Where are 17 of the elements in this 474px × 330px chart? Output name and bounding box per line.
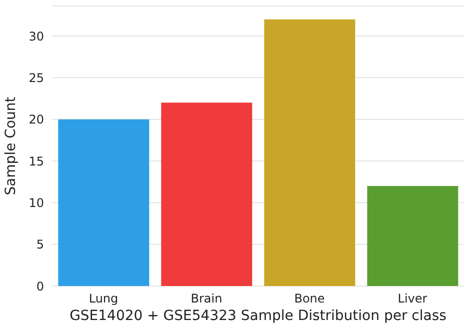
bar [264,19,356,286]
x-tick-label: Bone [294,292,325,306]
x-tick-label: Lung [88,292,118,306]
x-tick-label: Liver [398,292,428,306]
x-tick-label: Brain [190,292,222,306]
y-tick-label: 0 [36,279,44,294]
bar [367,186,458,286]
y-axis-title: Sample Count [2,96,19,196]
y-tick-label: 5 [36,238,44,252]
x-axis-title: GSE14020 + GSE54323 Sample Distribution per class [70,308,446,324]
y-tick-label: 15 [28,154,44,168]
y-tick-label: 25 [28,70,44,85]
y-tick-label: 20 [28,112,44,127]
y-tick-label: 30 [28,29,44,44]
bar [161,102,252,286]
y-tick-label: 10 [28,196,44,210]
bar [58,119,150,286]
